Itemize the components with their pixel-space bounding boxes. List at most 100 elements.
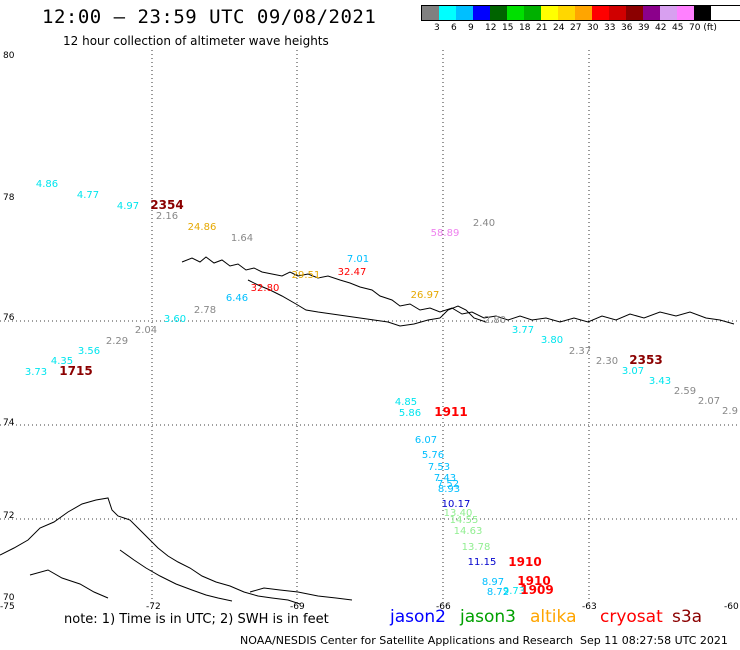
satellite-legend-jason2: jason2 xyxy=(390,607,446,627)
wave-height-label: 32.47 xyxy=(338,267,367,278)
satellite-legend-altika: altika xyxy=(530,607,577,627)
latitude-label: 78 xyxy=(3,193,15,203)
legend-label: 6 xyxy=(451,23,457,33)
legend-labels: 3 6 9 12 15 18 21 24 27 30 33 36 39 42 45 70 (ft) xyxy=(421,21,740,35)
color-legend: 3 6 9 12 15 18 21 24 27 30 33 36 39 42 45 70 (ft) xyxy=(421,5,740,35)
latitude-label: 76 xyxy=(3,313,15,323)
legend-swatch xyxy=(473,6,490,20)
legend-swatch xyxy=(422,6,439,20)
wave-height-label: 13.78 xyxy=(462,542,491,553)
wave-height-label: 3.43 xyxy=(649,376,671,387)
wave-height-label: 7.52 xyxy=(437,479,459,490)
legend-swatch xyxy=(609,6,626,20)
wave-height-label: 3.07 xyxy=(622,366,644,377)
wave-height-label: 9.73 xyxy=(503,586,525,597)
legend-label: 21 xyxy=(536,23,548,33)
wave-height-label: 1715 xyxy=(59,364,92,378)
legend-swatch xyxy=(490,6,507,20)
wave-height-label: 1.64 xyxy=(231,233,253,244)
wave-height-label: 8.97 xyxy=(482,577,504,588)
longitude-label: -66 xyxy=(436,602,451,612)
legend-swatches xyxy=(421,5,740,21)
wave-height-label: 2.37 xyxy=(569,346,591,357)
wave-height-label: 1911 xyxy=(434,405,467,419)
legend-swatch xyxy=(524,6,541,20)
wave-height-label: 1910 xyxy=(517,574,550,588)
wave-height-label: 8.93 xyxy=(438,484,460,495)
wave-height-label: 4.35 xyxy=(51,356,73,367)
wave-height-label: 2.40 xyxy=(473,218,495,229)
longitude-label: -63 xyxy=(582,602,597,612)
wave-height-label: 24.86 xyxy=(188,222,217,233)
legend-swatch xyxy=(677,6,694,20)
legend-label: 18 xyxy=(519,23,531,33)
legend-label: 30 xyxy=(587,23,599,33)
wave-height-label: 14.63 xyxy=(454,526,483,537)
satellite-legend-cryosat: cryosat xyxy=(600,607,663,627)
credit-line: NOAA/NESDIS Center for Satellite Applica… xyxy=(240,634,574,647)
wave-height-label: 3.77 xyxy=(512,325,534,336)
latitude-label: 72 xyxy=(3,511,14,521)
legend-label: 9 xyxy=(468,23,474,33)
footnote: note: 1) Time is in UTC; 2) SWH is in fe… xyxy=(64,612,329,627)
wave-height-label: 2.07 xyxy=(698,396,720,407)
wave-height-label: 4.86 xyxy=(36,179,58,190)
wave-height-label: 3.73 xyxy=(25,367,47,378)
wave-height-label: 5.76 xyxy=(422,450,444,461)
longitude-label: -75 xyxy=(0,602,15,612)
wave-height-label: 29.51 xyxy=(292,270,321,281)
legend-label: 33 xyxy=(604,23,616,33)
legend-swatch xyxy=(592,6,609,20)
legend-swatch xyxy=(660,6,677,20)
wave-height-label: 3.56 xyxy=(78,346,100,357)
legend-label: 36 xyxy=(621,23,633,33)
latitude-label: 80 xyxy=(3,51,15,61)
chart-subtitle: 12 hour collection of altimeter wave hei… xyxy=(63,34,329,48)
wave-height-label: 3.60 xyxy=(164,314,186,325)
legend-swatch xyxy=(643,6,660,20)
wave-height-label: 4.85 xyxy=(395,397,417,408)
wave-height-label: 1910 xyxy=(508,555,541,569)
wave-height-label: 13.40 xyxy=(444,508,473,519)
wave-height-label: 2.78 xyxy=(194,305,216,316)
wave-height-label: 7.53 xyxy=(428,462,450,473)
legend-label: 15 xyxy=(502,23,514,33)
wave-height-label: 7.43 xyxy=(434,473,456,484)
legend-label: 70 (ft) xyxy=(689,23,717,33)
wave-height-label: 4.97 xyxy=(117,201,139,212)
wave-height-label: 2.04 xyxy=(135,325,157,336)
latitude-label: 70 xyxy=(3,593,15,603)
legend-label: 24 xyxy=(553,23,565,33)
satellite-legend-jason3: jason3 xyxy=(460,607,516,627)
wave-height-label: 6.46 xyxy=(226,293,248,304)
generated-date: Sep 11 08:27:58 UTC 2021 xyxy=(580,634,728,647)
legend-label: 3 xyxy=(434,23,440,33)
longitude-label: -72 xyxy=(146,602,161,612)
wave-height-label: 3.80 xyxy=(541,335,563,346)
wave-height-label: 26.97 xyxy=(411,290,440,301)
wave-height-label: 2.29 xyxy=(106,336,128,347)
graticule xyxy=(0,50,740,603)
legend-label: 45 xyxy=(672,23,684,33)
wave-height-label: 2.80 xyxy=(484,315,506,326)
legend-label: 27 xyxy=(570,23,582,33)
longitude-label: -60 xyxy=(724,602,739,612)
wave-height-label: 14.55 xyxy=(450,515,479,526)
wave-height-label: 11.15 xyxy=(468,557,497,568)
wave-height-label: 2353 xyxy=(629,353,662,367)
wave-height-label: 5.86 xyxy=(399,408,421,419)
legend-swatch xyxy=(456,6,473,20)
wave-height-label: 2.9 xyxy=(722,406,738,417)
legend-swatch xyxy=(575,6,592,20)
wave-height-label: 8.72 xyxy=(487,587,509,598)
legend-swatch xyxy=(694,6,711,20)
legend-label: 12 xyxy=(485,23,497,33)
wave-height-label: 58.89 xyxy=(431,228,460,239)
legend-label: 42 xyxy=(655,23,667,33)
wave-height-label: 1909 xyxy=(520,583,553,597)
wave-height-label: 7.01 xyxy=(347,254,369,265)
legend-swatch xyxy=(439,6,456,20)
longitude-label: -69 xyxy=(290,602,305,612)
